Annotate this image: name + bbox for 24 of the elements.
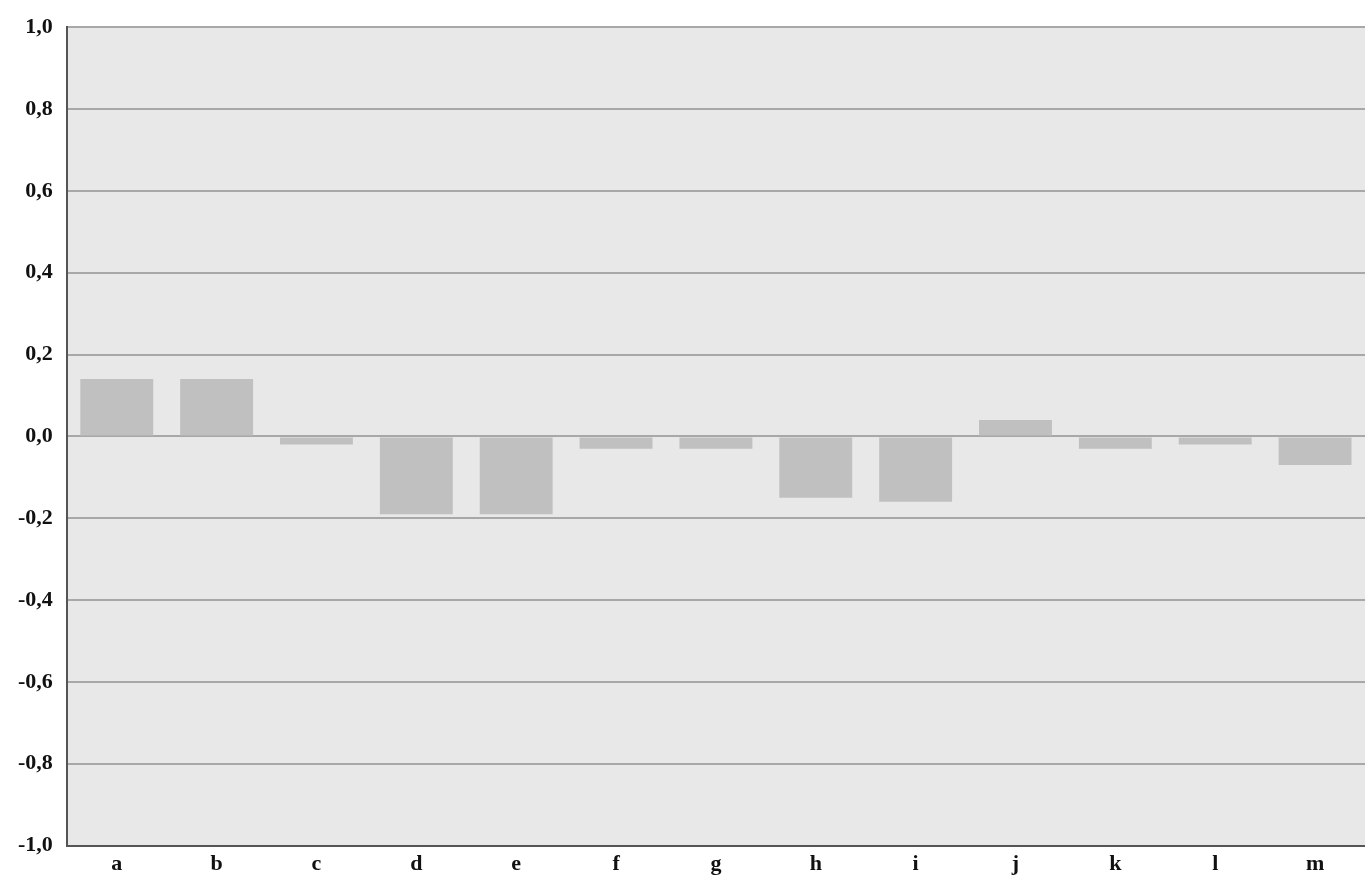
y-tick-label: 0,6 (25, 176, 53, 202)
y-tick-label: 0,4 (25, 258, 53, 284)
x-tick-label: m (1305, 850, 1325, 876)
y-tick-label: 1,0 (25, 12, 53, 38)
x-tick-label: a (111, 850, 123, 876)
x-tick-label: f (612, 850, 621, 876)
y-tick-label: 0,0 (25, 422, 53, 448)
x-tick-label: c (311, 850, 322, 876)
x-tick-label: k (1109, 850, 1123, 876)
x-tick-label: b (210, 850, 223, 876)
y-tick-label: 0,2 (25, 340, 53, 366)
y-tick-label: -0,8 (18, 749, 53, 775)
x-tick-label: e (511, 850, 522, 876)
y-tick-label: -0,6 (18, 667, 53, 693)
x-tick-label: i (912, 850, 919, 876)
x-tick-label: g (710, 850, 722, 876)
x-tick-label: l (1212, 850, 1219, 876)
y-tick-label: -0,4 (18, 585, 53, 611)
y-tick-label: 0,8 (25, 94, 53, 120)
y-tick-label: -1,0 (18, 831, 53, 857)
x-tick-label: h (809, 850, 822, 876)
x-tick-label: d (410, 850, 423, 876)
y-tick-label: -0,2 (18, 503, 53, 529)
x-tick-label: j (1010, 850, 1020, 876)
